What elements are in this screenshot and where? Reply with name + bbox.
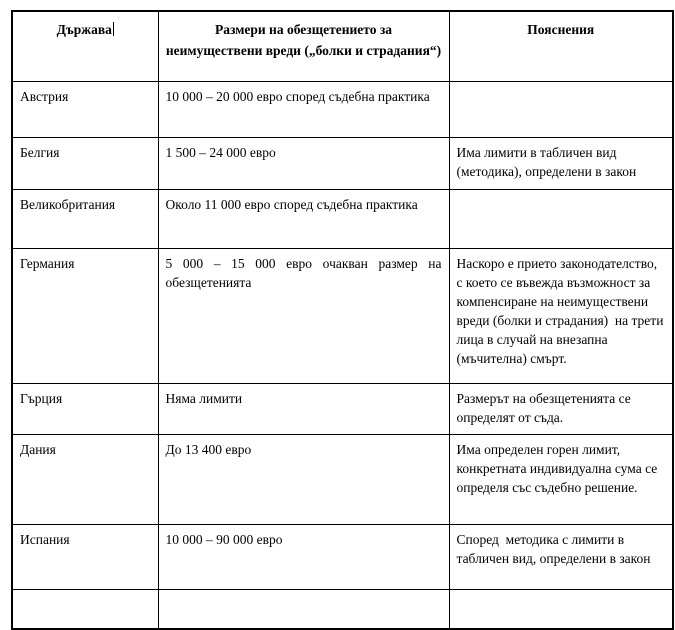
- notes-cell[interactable]: [448, 188, 674, 249]
- country-cell[interactable]: Испания: [11, 523, 159, 590]
- amount-cell[interactable]: Няма лимити: [157, 382, 450, 435]
- table-row: Белгия 1 500 – 24 000 евро Има лимити в …: [11, 136, 674, 190]
- country-cell[interactable]: Германия: [11, 247, 159, 384]
- document-page: Държава Размери на обезщетението за неим…: [11, 10, 674, 630]
- country-cell[interactable]: Австрия: [11, 80, 159, 138]
- table-body: Австрия 10 000 – 20 000 евро според съде…: [11, 80, 674, 630]
- amount-cell[interactable]: Около 11 000 евро според съдебна практик…: [157, 188, 450, 249]
- amount-cell[interactable]: 1 500 – 24 000 евро: [157, 136, 450, 190]
- header-row: Държава Размери на обезщетението за неим…: [11, 10, 674, 82]
- country-cell[interactable]: Великобритания: [11, 188, 159, 249]
- notes-cell[interactable]: Размерът на обезщетенията се определят о…: [448, 382, 674, 435]
- table-row: Испания 10 000 – 90 000 евро Според мето…: [11, 523, 674, 590]
- notes-cell[interactable]: Според методика с лимити в табличен вид,…: [448, 523, 674, 590]
- notes-cell[interactable]: Има лимити в табличен вид (методика), оп…: [448, 136, 674, 190]
- table-row: Германия 5 000 – 15 000 евро очакван раз…: [11, 247, 674, 384]
- notes-cell[interactable]: Наскоро е прието законодателство, с коет…: [448, 247, 674, 384]
- notes-cell[interactable]: [448, 588, 674, 630]
- country-cell[interactable]: Дания: [11, 433, 159, 525]
- compensation-table: Държава Размери на обезщетението за неим…: [11, 10, 674, 630]
- table-row: Дания До 13 400 евро Има определен горен…: [11, 433, 674, 525]
- notes-cell[interactable]: [448, 80, 674, 138]
- amount-cell[interactable]: 5 000 – 15 000 евро очакван размер на об…: [157, 247, 450, 384]
- amount-cell[interactable]: 10 000 – 90 000 евро: [157, 523, 450, 590]
- country-cell[interactable]: Белгия: [11, 136, 159, 190]
- header-cell-notes[interactable]: Пояснения: [448, 10, 674, 82]
- notes-cell[interactable]: Има определен горен лимит, конкретната и…: [448, 433, 674, 525]
- amount-cell[interactable]: [157, 588, 450, 630]
- header-cell-country[interactable]: Държава: [11, 10, 159, 82]
- table-row: Великобритания Около 11 000 евро според …: [11, 188, 674, 249]
- amount-cell[interactable]: 10 000 – 20 000 евро според съдебна прак…: [157, 80, 450, 138]
- country-cell[interactable]: Гърция: [11, 382, 159, 435]
- table-row: Гърция Няма лимити Размерът на обезщетен…: [11, 382, 674, 435]
- amount-cell[interactable]: До 13 400 евро: [157, 433, 450, 525]
- table-header: Държава Размери на обезщетението за неим…: [11, 10, 674, 82]
- header-cell-amount[interactable]: Размери на обезщетението за неимуществен…: [157, 10, 450, 82]
- partial-row: [11, 588, 674, 630]
- header-country-label: Държава: [56, 22, 112, 37]
- table-row: Австрия 10 000 – 20 000 евро според съде…: [11, 80, 674, 138]
- country-cell[interactable]: [11, 588, 159, 630]
- text-cursor-icon: [112, 22, 114, 36]
